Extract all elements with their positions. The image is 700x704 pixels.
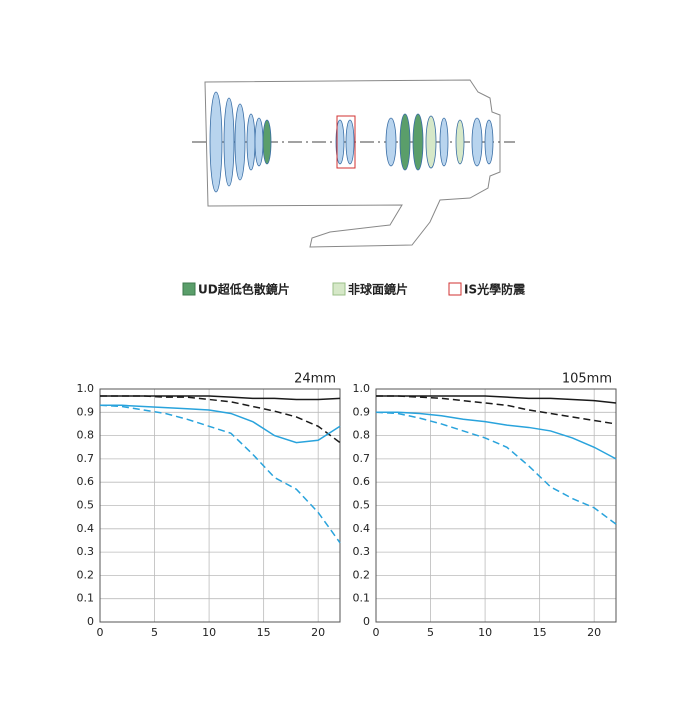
plot-frame bbox=[375, 388, 617, 623]
lens-diagram bbox=[192, 79, 515, 248]
y-tick-label: 0.5 bbox=[77, 499, 95, 512]
y-tick-label: 0.4 bbox=[353, 522, 371, 535]
mtf-line bbox=[375, 411, 617, 525]
x-tick-label: 10 bbox=[202, 626, 216, 639]
lens-element bbox=[439, 117, 449, 167]
mtf-line bbox=[100, 395, 341, 444]
x-tick-label: 20 bbox=[311, 626, 325, 639]
mtf-line bbox=[376, 411, 617, 460]
y-tick-label: 0 bbox=[87, 615, 94, 628]
lens-element bbox=[425, 115, 437, 169]
y-tick-label: 1.0 bbox=[353, 382, 371, 395]
mtf-line bbox=[376, 395, 617, 404]
x-tick-label: 5 bbox=[427, 626, 434, 639]
x-tick-label: 15 bbox=[257, 626, 271, 639]
x-tick-label: 15 bbox=[533, 626, 547, 639]
plot-frame bbox=[99, 388, 341, 623]
x-tick-label: 10 bbox=[478, 626, 492, 639]
y-tick-label: 0.8 bbox=[353, 429, 371, 442]
y-tick-label: 0.9 bbox=[353, 405, 371, 418]
lens-element bbox=[399, 113, 411, 171]
y-tick-label: 1.0 bbox=[77, 382, 95, 395]
legend-swatch bbox=[182, 282, 196, 296]
y-tick-label: 0.3 bbox=[353, 545, 371, 558]
lens-element bbox=[234, 103, 246, 181]
y-tick-label: 0.7 bbox=[353, 452, 371, 465]
x-tick-label: 5 bbox=[151, 626, 158, 639]
chart-title: 24mm bbox=[294, 372, 336, 387]
y-tick-label: 0.6 bbox=[77, 475, 95, 488]
legend-label: UD超低色散鏡片 bbox=[198, 282, 290, 297]
lens-element bbox=[484, 119, 494, 165]
lens-element bbox=[385, 117, 397, 167]
lens-element bbox=[254, 117, 264, 167]
y-tick-label: 0.3 bbox=[77, 545, 95, 558]
legend-swatch bbox=[332, 282, 346, 296]
legend: UD超低色散鏡片 非球面鏡片 IS光學防震 bbox=[182, 282, 526, 297]
chart-title: 105mm bbox=[562, 372, 612, 387]
y-tick-label: 0.7 bbox=[77, 452, 95, 465]
mtf-line bbox=[99, 404, 341, 544]
is-group-box bbox=[336, 115, 356, 169]
y-tick-label: 0.5 bbox=[353, 499, 371, 512]
legend-label: IS光學防震 bbox=[464, 282, 526, 297]
lens-element bbox=[471, 117, 483, 167]
y-tick-label: 0.8 bbox=[77, 429, 95, 442]
lens-element bbox=[412, 113, 424, 171]
lens-element bbox=[246, 113, 256, 171]
lens-barrel bbox=[204, 79, 501, 248]
y-tick-label: 0.2 bbox=[77, 568, 95, 581]
y-tick-label: 0 bbox=[363, 615, 370, 628]
lens-element bbox=[262, 119, 272, 165]
y-tick-label: 0.2 bbox=[353, 568, 371, 581]
lens-element bbox=[209, 91, 223, 193]
x-tick-label: 0 bbox=[373, 626, 380, 639]
lens-element bbox=[455, 119, 465, 165]
lens-element bbox=[335, 119, 345, 165]
x-tick-label: 0 bbox=[97, 626, 104, 639]
y-tick-label: 0.4 bbox=[77, 522, 95, 535]
y-tick-label: 0.1 bbox=[353, 592, 371, 605]
y-tick-label: 0.9 bbox=[77, 405, 95, 418]
lens-element bbox=[345, 119, 355, 165]
x-tick-label: 20 bbox=[587, 626, 601, 639]
mtf-line bbox=[376, 395, 617, 425]
lens-element bbox=[223, 97, 235, 187]
legend-swatch bbox=[448, 282, 462, 296]
y-tick-label: 0.6 bbox=[353, 475, 371, 488]
mtf-line bbox=[100, 404, 341, 444]
y-tick-label: 0.1 bbox=[77, 592, 95, 605]
legend-label: 非球面鏡片 bbox=[348, 282, 408, 297]
